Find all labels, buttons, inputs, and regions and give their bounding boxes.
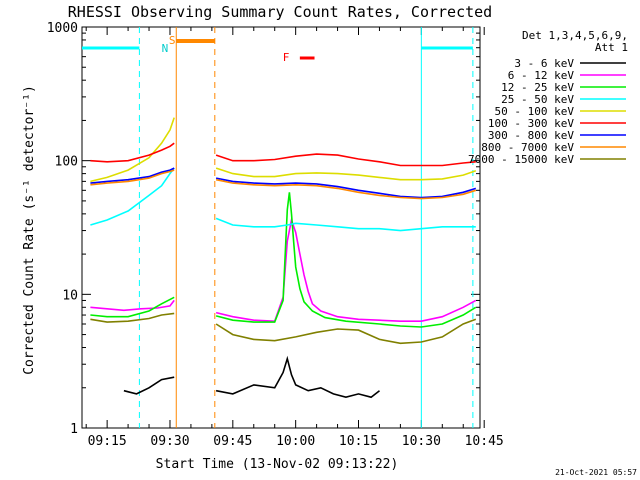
legend-label: 50 - 100 keV bbox=[495, 105, 575, 118]
legend-label: 800 - 7000 keV bbox=[481, 141, 574, 154]
series-layer bbox=[90, 117, 477, 399]
legend-header-line-1: Det 1,3,4,5,6,9, bbox=[522, 29, 628, 42]
plot-axes bbox=[81, 26, 481, 429]
legend-label: 6 - 12 keV bbox=[508, 69, 575, 82]
axis-ticks: 09:15 09:30 09:45 10:00 10:15 10:30 10:45 1 10 10… bbox=[47, 21, 504, 449]
legend-label: 300 - 800 keV bbox=[488, 129, 574, 142]
series-line-8 bbox=[215, 318, 477, 345]
series-line-2 bbox=[90, 296, 175, 318]
legend-header-line-2: Att 1 bbox=[595, 41, 628, 54]
y-tick-label: 10 bbox=[62, 288, 78, 303]
series-line-5 bbox=[215, 153, 476, 167]
flare-marker-label: F bbox=[283, 51, 290, 64]
y-tick-label: 100 bbox=[55, 155, 78, 170]
night-marker-label: N bbox=[162, 42, 169, 55]
x-tick-label: 10:30 bbox=[402, 434, 441, 449]
y-tick-label: 1000 bbox=[47, 21, 78, 36]
series-line-1 bbox=[90, 299, 175, 312]
series-line-5 bbox=[90, 142, 175, 163]
legend-label: 100 - 300 keV bbox=[488, 117, 574, 130]
x-tick-label: 10:45 bbox=[465, 434, 504, 449]
saa-marker-label: S bbox=[169, 34, 176, 47]
series-line-0 bbox=[123, 376, 175, 395]
plot-frame bbox=[81, 26, 481, 429]
generation-timestamp: 21-Oct-2021 05:57 bbox=[555, 468, 637, 477]
series-line-3 bbox=[90, 167, 175, 226]
y-tick-label: 1 bbox=[70, 422, 78, 437]
x-axis-label: Start Time (13-Nov-02 09:13:22) bbox=[156, 457, 399, 472]
series-line-6 bbox=[215, 177, 477, 199]
series-line-8 bbox=[90, 312, 175, 323]
series-line-6 bbox=[90, 167, 175, 184]
series-line-1 bbox=[215, 216, 477, 323]
series-line-2 bbox=[215, 192, 477, 328]
marker-layer: SN F bbox=[82, 27, 474, 428]
series-line-7 bbox=[215, 178, 477, 200]
series-line-4 bbox=[215, 167, 477, 181]
legend-label: 12 - 25 keV bbox=[501, 81, 574, 94]
x-tick-label: 09:30 bbox=[150, 434, 189, 449]
series-line-4 bbox=[90, 117, 175, 183]
x-tick-label: 09:45 bbox=[213, 434, 252, 449]
series-line-0 bbox=[215, 355, 380, 399]
x-tick-label: 10:15 bbox=[339, 434, 378, 449]
legend-label: 7000 - 15000 keV bbox=[468, 153, 574, 166]
series-line-3 bbox=[215, 217, 476, 232]
x-tick-label: 09:15 bbox=[88, 434, 127, 449]
y-axis-label: Corrected Count Rate (s⁻¹ detector⁻¹) bbox=[22, 85, 37, 375]
chart-title: RHESSI Observing Summary Count Rates, Co… bbox=[68, 3, 492, 21]
legend-label: 3 - 6 keV bbox=[514, 57, 574, 70]
legend-label: 25 - 50 keV bbox=[501, 93, 574, 106]
series-line-7 bbox=[90, 169, 175, 186]
x-tick-label: 10:00 bbox=[276, 434, 315, 449]
